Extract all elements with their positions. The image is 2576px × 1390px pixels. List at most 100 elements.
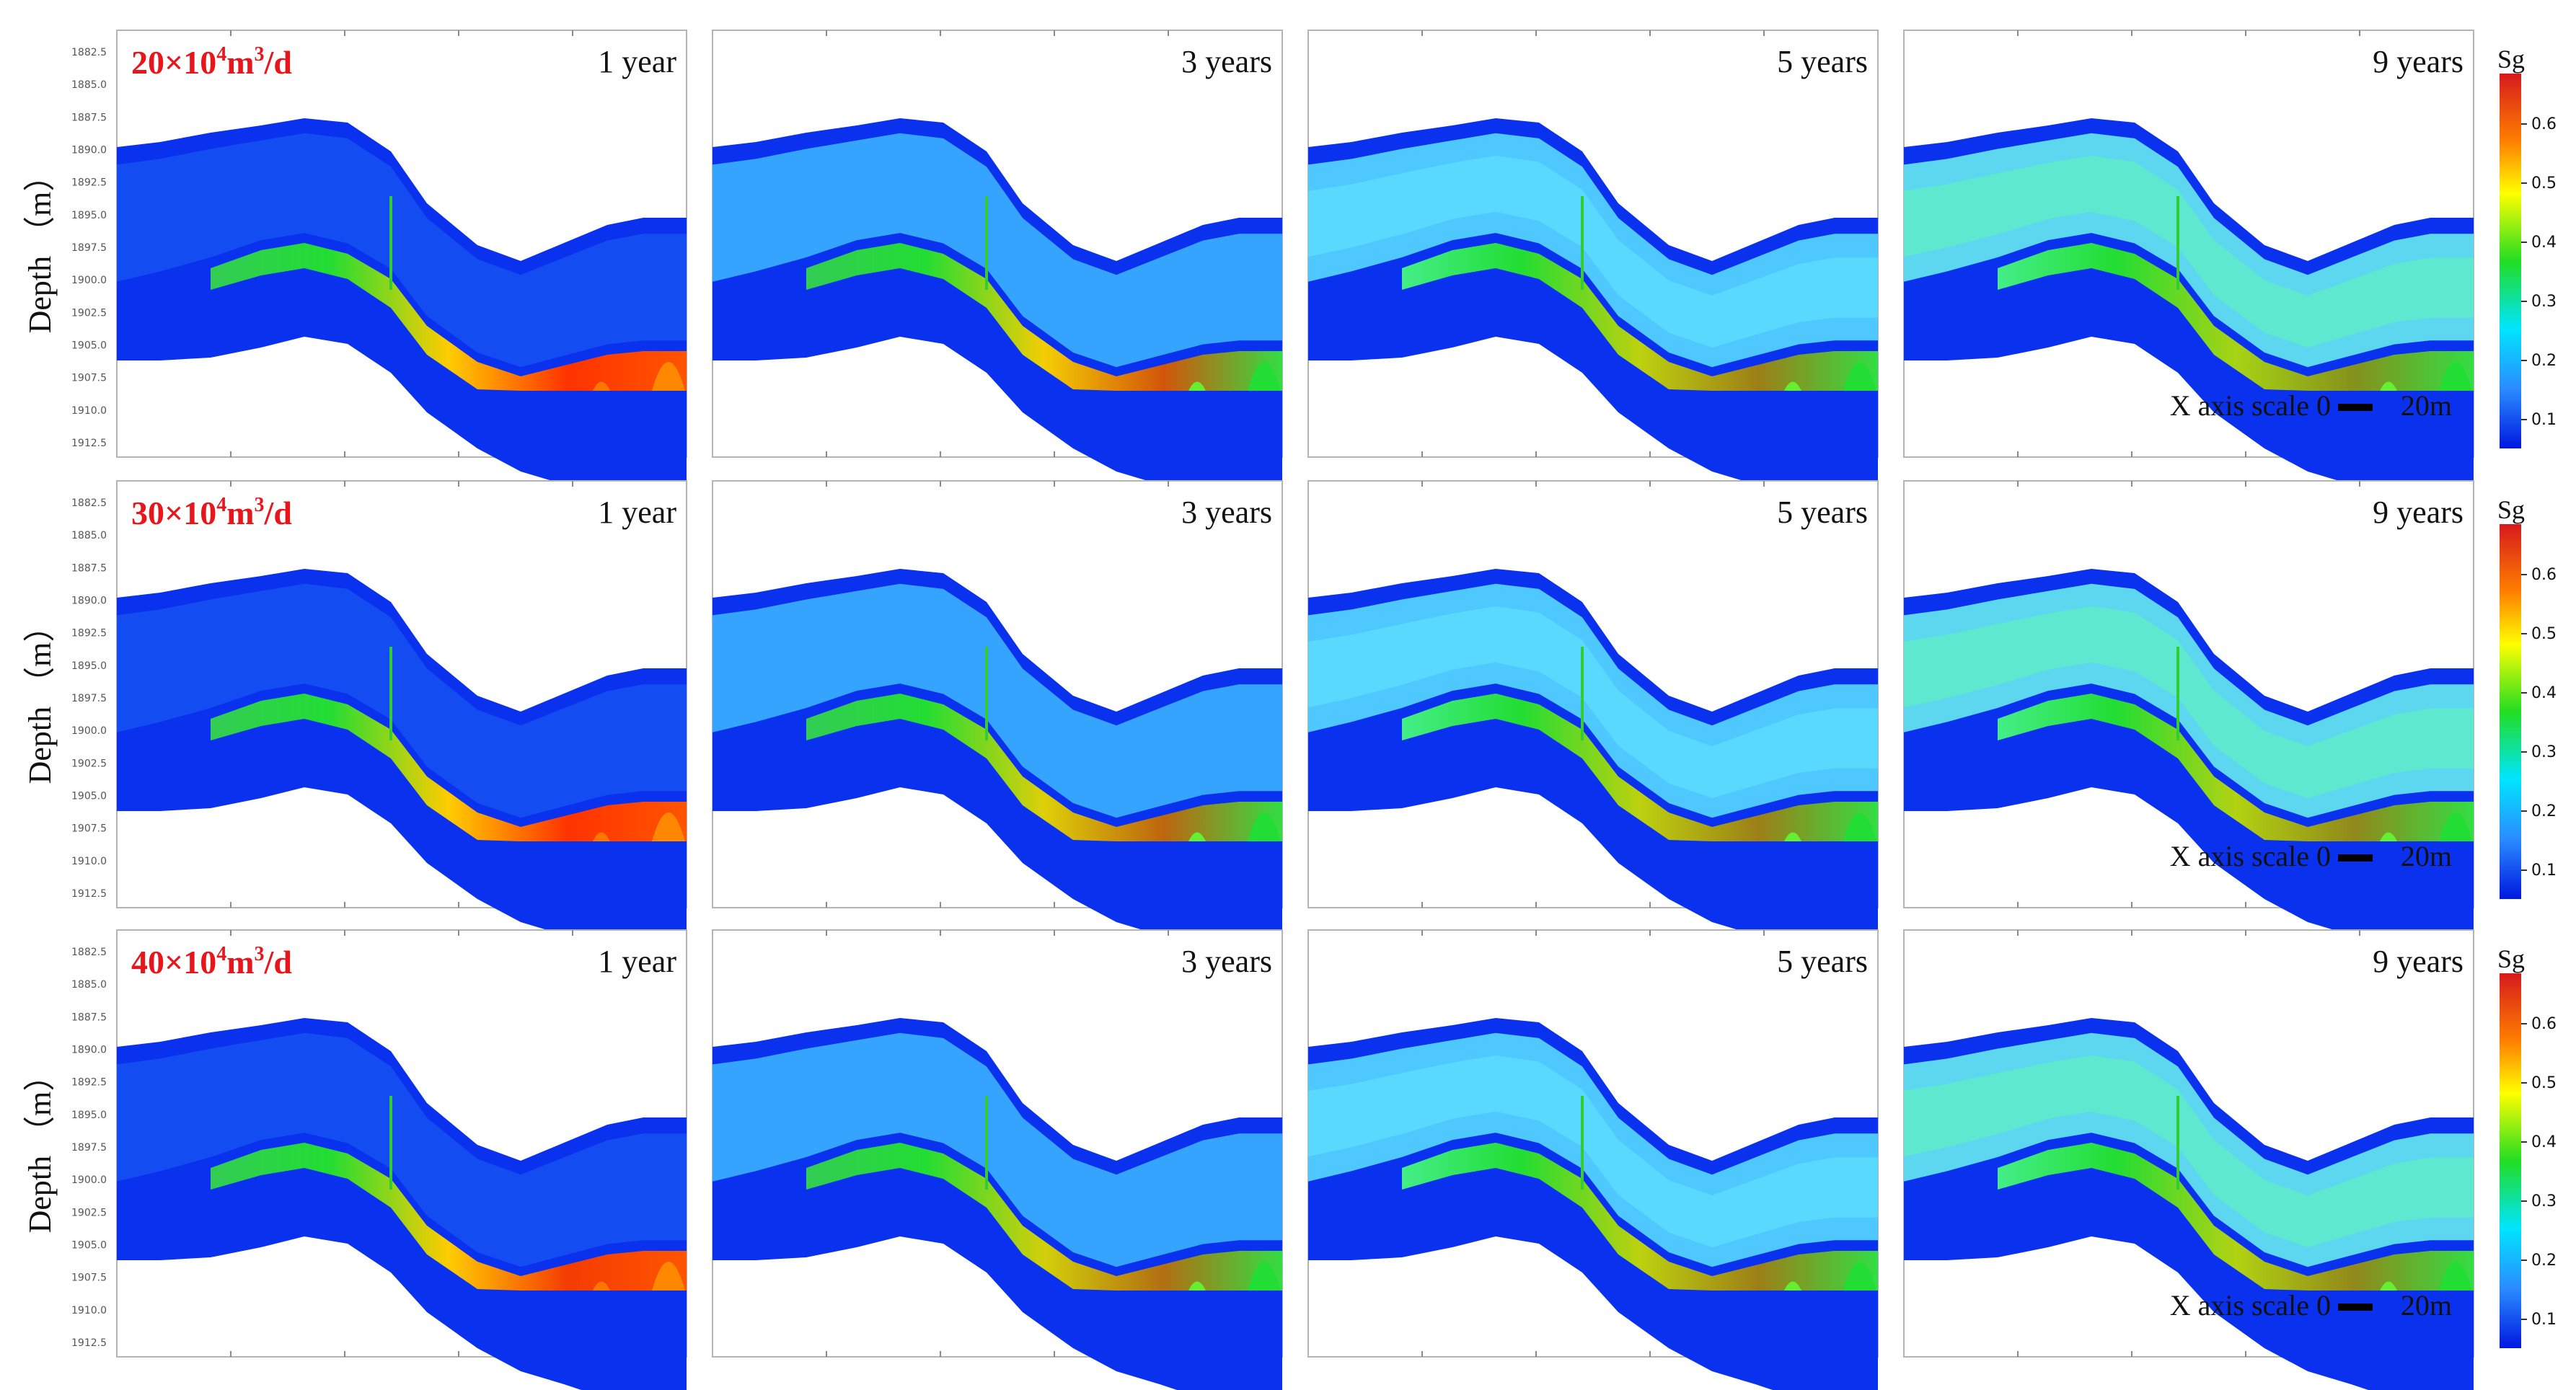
- reservor-section: [713, 1018, 1282, 1390]
- panel-r2-c1: [116, 480, 687, 962]
- y-tick-label: 1905.0: [71, 791, 107, 802]
- small-mound: [1784, 1281, 1801, 1291]
- colorbar-title: Sg: [2497, 45, 2525, 74]
- colorbar-tick-label: 0.6: [2531, 115, 2557, 133]
- y-tick-label: 1885.0: [71, 979, 107, 991]
- colorbar: [2500, 74, 2521, 448]
- sand-gas-zone: [1402, 1143, 1878, 1291]
- time-label: 9 years: [2373, 944, 2463, 979]
- cap-layer: [117, 1032, 687, 1267]
- y-tick-label: 1885.0: [71, 530, 107, 541]
- reservor-section: [713, 569, 1282, 962]
- scale-end-label: 20m: [2401, 389, 2452, 422]
- y-tick-label: 1907.5: [71, 373, 107, 384]
- colorbar-tick-label: 0.5: [2531, 174, 2557, 192]
- colorbar-tick-label: 0.1: [2531, 411, 2557, 429]
- colorbar-tick-label: 0.6: [2531, 566, 2557, 584]
- y-tick-label: 1895.0: [71, 210, 107, 221]
- y-tick-label: 1910.0: [71, 856, 107, 867]
- panel-r1-c3: [1307, 30, 1879, 512]
- sand-gas-zone: [1998, 1143, 2474, 1291]
- time-label: 3 years: [1181, 44, 1272, 79]
- figure-root: Depth （m） 1882.5 1885.0 1887.5 1890.0 1892.5 1…: [22, 30, 2557, 1390]
- cap-layer: [713, 133, 1282, 368]
- right-mound: [1843, 1262, 1876, 1291]
- colorbar-tick-label: 0.1: [2531, 862, 2557, 880]
- colorbar-tick-label: 0.2: [2531, 1252, 2557, 1270]
- scale-label: X axis scale 0: [2170, 1289, 2331, 1322]
- y-tick-label: 1895.0: [71, 1110, 107, 1121]
- sand-gas-zone: [211, 694, 687, 841]
- reservor-section: [1904, 569, 2474, 962]
- colorbar-title: Sg: [2497, 495, 2525, 524]
- time-label: 9 years: [2373, 44, 2463, 79]
- time-label: 5 years: [1777, 495, 1868, 530]
- scale-end-label: 20m: [2401, 1289, 2452, 1322]
- small-mound: [1784, 381, 1801, 391]
- right-mound: [1248, 813, 1281, 841]
- y-tick-label: 1912.5: [71, 888, 107, 900]
- sand-gas-zone: [211, 1143, 687, 1291]
- rate-label: 40×104m3/d: [131, 943, 292, 980]
- scale-bar: [2338, 1303, 2373, 1311]
- panel-r3-c4: [1903, 929, 2474, 1390]
- y-tick-label: 1910.0: [71, 405, 107, 417]
- sand-gas-zone: [806, 1143, 1282, 1291]
- small-mound: [593, 381, 610, 391]
- colorbar-tick-label: 0.3: [2531, 1192, 2557, 1210]
- cap-layer-plume: [1308, 606, 1878, 798]
- colorbar-tick-label: 0.3: [2531, 743, 2557, 761]
- right-mound: [652, 1262, 685, 1291]
- y-tick-label: 1907.5: [71, 823, 107, 835]
- cap-layer: [713, 583, 1282, 818]
- reservor-section: [1904, 1018, 2474, 1390]
- colorbar: [2500, 973, 2521, 1348]
- colorbar-tick-label: 0.2: [2531, 802, 2557, 820]
- panel-r1-c1: [116, 30, 687, 512]
- y-tick-label: 1902.5: [71, 1207, 107, 1218]
- right-mound: [652, 813, 685, 841]
- colorbar-tick-label: 0.6: [2531, 1015, 2557, 1033]
- sand-gas-zone: [806, 694, 1282, 841]
- y-tick-label: 1890.0: [71, 596, 107, 607]
- small-mound: [593, 832, 610, 841]
- colorbar-tick-label: 0.2: [2531, 352, 2557, 370]
- right-mound: [652, 362, 685, 391]
- rate-label: 20×104m3/d: [131, 43, 292, 81]
- panel-r2-c2: [712, 480, 1283, 962]
- colorbar-tick-label: 0.4: [2531, 684, 2557, 702]
- reservor-section: [1904, 118, 2474, 512]
- colorbar-tick-label: 0.1: [2531, 1311, 2557, 1329]
- sand-gas-zone: [806, 243, 1282, 391]
- y-tick-label: 1890.0: [71, 145, 107, 156]
- y-tick-label: 1900.0: [71, 725, 107, 737]
- reservor-section: [713, 118, 1282, 512]
- scale-end-label: 20m: [2401, 840, 2452, 872]
- reservor-section: [1308, 569, 1878, 962]
- small-mound: [2380, 832, 2397, 841]
- time-label: 3 years: [1181, 495, 1272, 530]
- cap-layer: [117, 133, 687, 368]
- y-tick-label: 1912.5: [71, 1337, 107, 1349]
- colorbar-tick-label: 0.4: [2531, 234, 2557, 252]
- panel-r2-c3: [1307, 480, 1879, 962]
- y-tick-label: 1892.5: [71, 628, 107, 639]
- y-axis-label: Depth （m）: [22, 611, 58, 784]
- y-tick-label: 1882.5: [71, 947, 107, 958]
- y-tick-label: 1882.5: [71, 47, 107, 58]
- reservor-section: [1308, 1018, 1878, 1390]
- cap-layer-plume: [1904, 606, 2474, 798]
- y-tick-label: 1907.5: [71, 1272, 107, 1284]
- small-mound: [1188, 381, 1206, 391]
- right-mound: [1248, 1262, 1281, 1291]
- reservor-section: [1308, 118, 1878, 512]
- cap-layer-plume: [1308, 155, 1878, 348]
- right-mound: [2439, 362, 2472, 391]
- sand-gas-zone: [211, 243, 687, 391]
- cap-layer-plume: [1308, 1055, 1878, 1247]
- colorbar-title: Sg: [2497, 944, 2525, 973]
- scale-bar: [2338, 854, 2373, 862]
- colorbar-tick-label: 0.5: [2531, 625, 2557, 643]
- cap-layer: [713, 1032, 1282, 1267]
